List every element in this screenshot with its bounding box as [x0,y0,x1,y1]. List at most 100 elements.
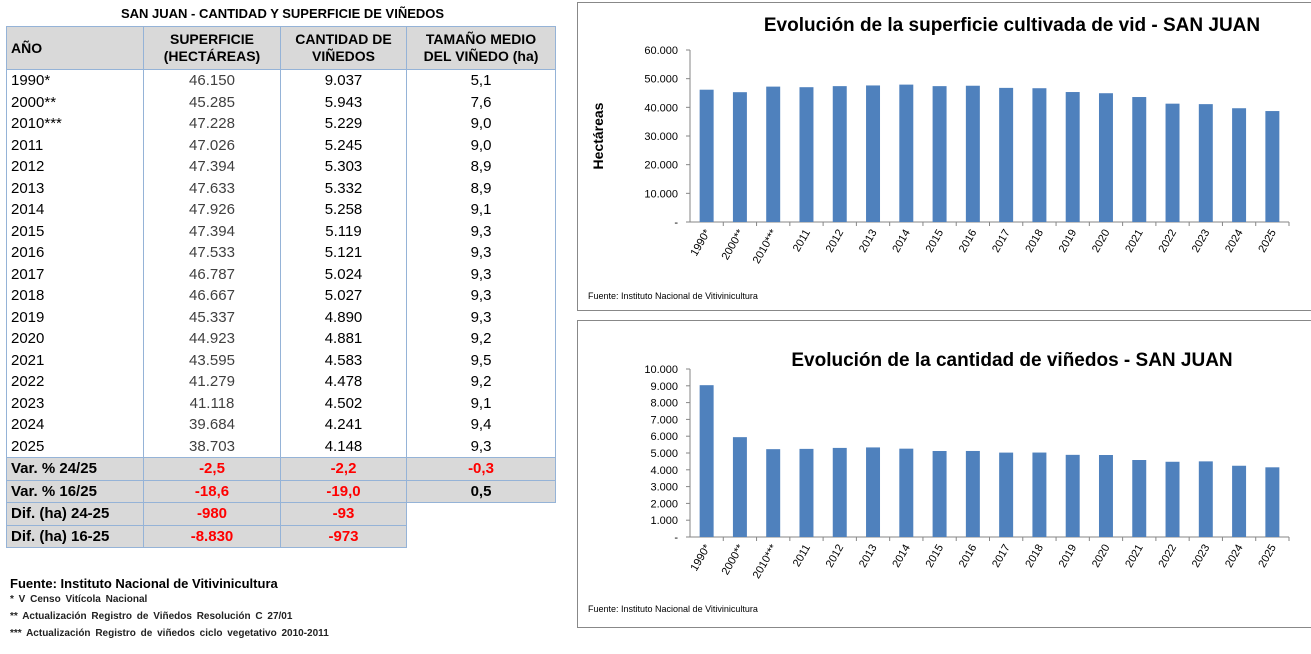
y-tick-label: 9.000 [650,381,678,393]
cell-count: 5.119 [280,220,407,242]
bar [1265,467,1280,537]
table-source: Fuente: Instituto Nacional de Vitivinicu… [10,576,278,591]
cell-year: 2022 [6,371,144,393]
bar [866,447,881,537]
cell-surface: 39.684 [143,414,281,436]
x-tick-label: 2023 [1190,543,1213,570]
cell-year: 2020 [6,328,144,350]
table-row: 2013 47.633 5.332 8,9 [6,177,556,199]
x-tick-label: 2021 [1123,228,1146,255]
cell-count: 5.258 [280,199,407,221]
x-tick-label: 2025 [1256,543,1279,570]
bar [866,85,881,223]
x-tick-label: 2015 [924,543,947,570]
cell-year: 1990* [6,69,144,92]
bar [1032,452,1047,537]
table-row: 2018 46.667 5.027 9,3 [6,285,556,307]
header-surface-line2: (HECTÁREAS) [163,48,261,64]
bar [699,89,714,222]
cell-surface: 47.926 [143,199,281,221]
summary-row: Var. % 24/25 -2,5 -2,2 -0,3 [6,457,556,481]
cell-count: 4.881 [280,328,407,350]
cell-avg-size: 9,0 [406,113,556,135]
table-row: 2000** 45.285 5.943 7,6 [6,91,556,113]
bar [1065,92,1080,222]
x-tick-label: 2020 [1090,543,1113,570]
x-tick-label: 2014 [890,228,913,255]
table-row: 2016 47.533 5.121 9,3 [6,242,556,264]
cell-surface: 47.394 [143,156,281,178]
summary-sup: -8.830 [143,524,281,548]
bar [1132,97,1147,222]
table-row: 1990* 46.150 9.037 5,1 [6,69,556,92]
summary-tam: -0,3 [406,457,556,481]
header-count-line2: VIÑEDOS [311,48,375,64]
cell-avg-size: 9,4 [406,414,556,436]
cell-year: 2015 [6,220,144,242]
y-tick-label: 1.000 [650,515,678,527]
summary-row: Var. % 16/25 -18,6 -19,0 0,5 [6,479,556,503]
x-tick-label: 2013 [857,543,880,570]
bar [1198,104,1213,222]
table-row: 2017 46.787 5.024 9,3 [6,263,556,285]
x-tick-label: 2012 [824,543,847,570]
cell-count: 5.245 [280,134,407,156]
x-tick-label: 2019 [1057,228,1080,255]
table-row: 2012 47.394 5.303 8,9 [6,156,556,178]
header-count-line1: CANTIDAD DE [295,31,392,47]
cell-avg-size: 9,3 [406,306,556,328]
cell-year: 2017 [6,263,144,285]
chart-source: Fuente: Instituto Nacional de Vitivinicu… [588,291,758,301]
cell-count: 4.502 [280,392,407,414]
bar [1098,93,1113,222]
summary-cant: -973 [280,524,407,548]
x-tick-label: 2019 [1057,543,1080,570]
cell-surface: 41.279 [143,371,281,393]
cell-count: 5.121 [280,242,407,264]
x-tick-label: 2012 [824,228,847,255]
cell-year: 2024 [6,414,144,436]
x-tick-label: 2017 [990,543,1013,570]
summary-sup: -18,6 [143,479,281,503]
cell-surface: 45.337 [143,306,281,328]
summary-cant: -93 [280,502,407,526]
cell-count: 4.890 [280,306,407,328]
x-tick-label: 2016 [957,543,980,570]
cell-avg-size: 9,3 [406,285,556,307]
cell-year: 2014 [6,199,144,221]
cell-surface: 46.667 [143,285,281,307]
x-tick-label: 2022 [1156,543,1179,570]
x-tick-label: 2016 [957,228,980,255]
cell-avg-size: 9,0 [406,134,556,156]
chart-title: Evolución de la superficie cultivada de … [764,15,1260,36]
y-tick-label: 10.000 [644,188,678,200]
cell-avg-size: 8,9 [406,177,556,199]
header-avg-size-line2: DEL VIÑEDO (ha) [423,48,539,64]
cell-surface: 47.394 [143,220,281,242]
cell-avg-size: 8,9 [406,156,556,178]
bar [1032,88,1047,222]
cell-surface: 38.703 [143,435,281,458]
bar [732,437,747,537]
cell-year: 2025 [6,435,144,458]
bar [766,449,781,537]
cell-count: 5.303 [280,156,407,178]
table-row: 2011 47.026 5.245 9,0 [6,134,556,156]
bar [1265,111,1280,222]
bar [1232,465,1247,537]
y-tick-label: 2.000 [650,498,678,510]
cell-year: 2016 [6,242,144,264]
cell-avg-size: 9,3 [406,220,556,242]
cell-avg-size: 9,2 [406,328,556,350]
cell-count: 5.027 [280,285,407,307]
bar [899,84,914,222]
surface-chart: Evolución de la superficie cultivada de … [588,15,1290,301]
x-tick-label: 2010*** [751,227,780,266]
x-tick-label: 2000** [720,542,747,577]
y-tick-label: 20.000 [644,160,678,172]
cell-count: 5.024 [280,263,407,285]
table-footnotes: Fuente: Instituto Nacional de Vitivinicu… [10,576,329,645]
summary-cant: -2,2 [280,457,407,481]
cell-year: 2018 [6,285,144,307]
y-tick-label: 7.000 [650,414,678,426]
